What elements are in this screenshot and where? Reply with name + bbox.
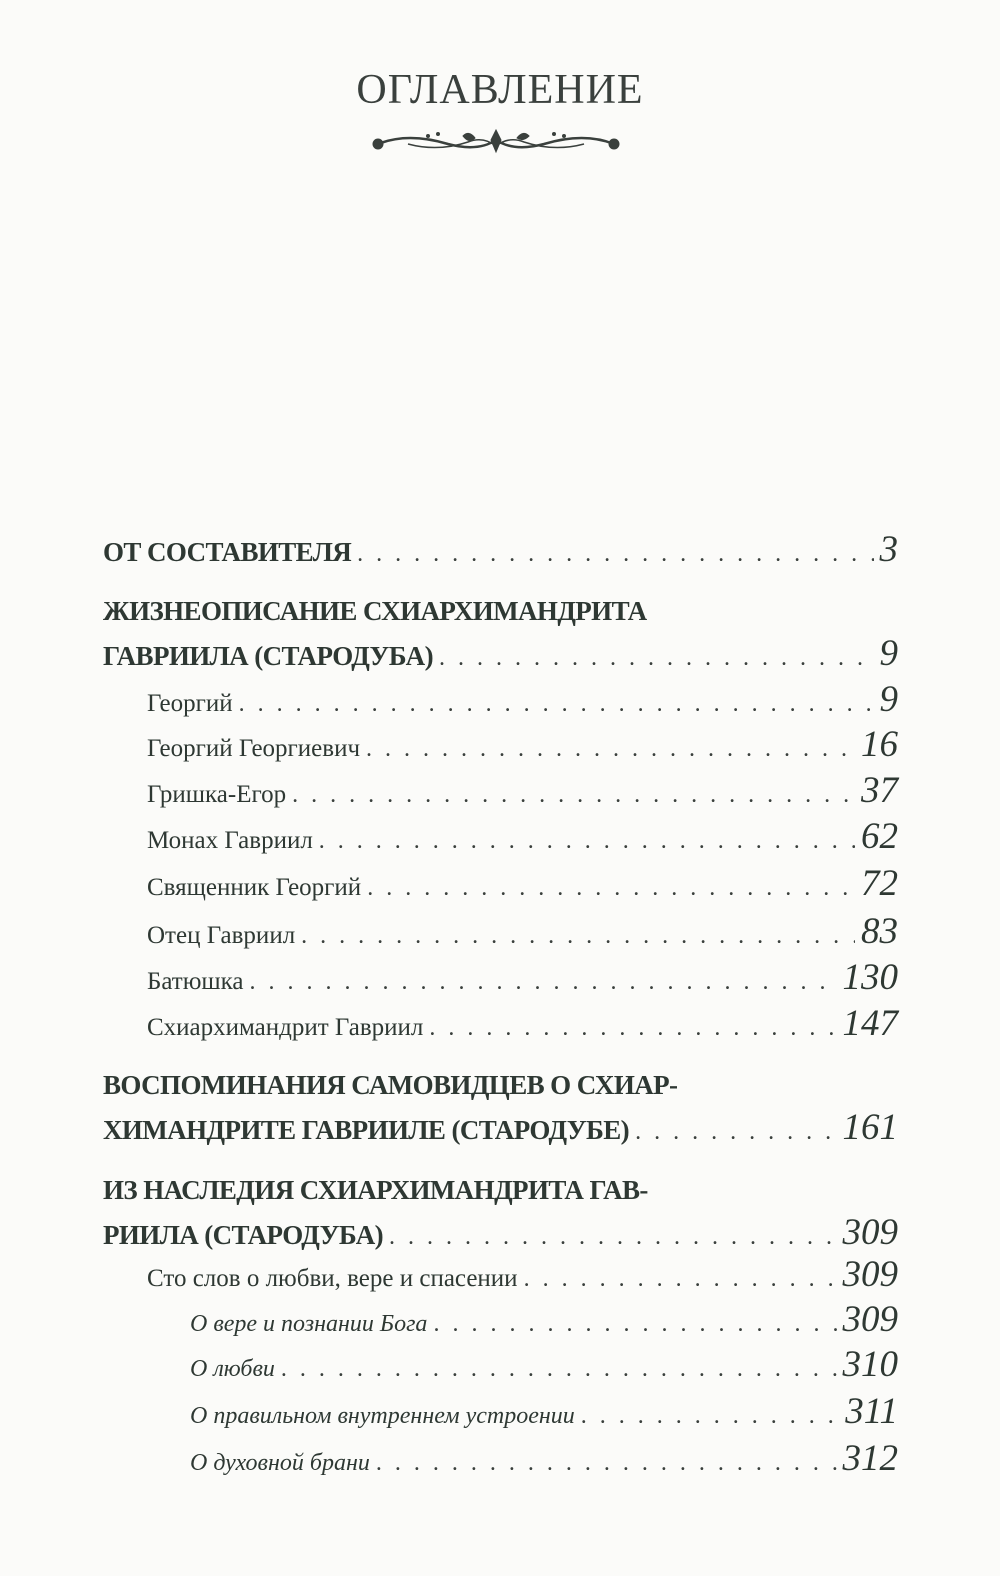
leader-dots: . . . . . . . . . . . . . . . . . . . . … bbox=[318, 828, 855, 854]
toc-page-number: 310 bbox=[842, 1344, 899, 1385]
toc-entry[interactable]: ОТ СОСТАВИТЕЛЯ. . . . . . . . . . . . . … bbox=[0, 528, 1000, 570]
toc-entry-title: ОТ СОСТАВИТЕЛЯ bbox=[103, 537, 352, 567]
toc-page-number: 9 bbox=[879, 679, 899, 720]
toc-entry-line: ВОСПОМИНАНИЯ САМОВИДЦЕВ О СХИАР- bbox=[0, 1070, 1000, 1106]
toc-entry-line: Георгий Георгиевич. . . . . . . . . . . … bbox=[0, 723, 1000, 766]
toc-entry-title: Монах Гавриил bbox=[147, 827, 313, 854]
toc-entry[interactable]: О правильном внутреннем устроении. . . .… bbox=[0, 1390, 1000, 1433]
toc-entry-title: ИЗ НАСЛЕДИЯ СХИАРХИМАНДРИТА ГАВ- bbox=[103, 1175, 648, 1205]
toc-entry[interactable]: Георгий Георгиевич. . . . . . . . . . . … bbox=[0, 723, 1000, 766]
toc-entry-line: О правильном внутреннем устроении. . . .… bbox=[0, 1390, 1000, 1433]
leader-dots: . . . . . . . . . . . . . . . . . . . . … bbox=[389, 1224, 836, 1250]
leader-dots: . . . . . . . . . . . . . . . . . . . . … bbox=[366, 736, 855, 762]
toc-entry[interactable]: Батюшка. . . . . . . . . . . . . . . . .… bbox=[0, 956, 1000, 999]
leader-dots: . . . . . . . . . . . . . . . . . . . . … bbox=[367, 875, 855, 901]
toc-entry[interactable]: Георгий. . . . . . . . . . . . . . . . .… bbox=[0, 678, 1000, 721]
toc-entry[interactable]: Священник Георгий. . . . . . . . . . . .… bbox=[0, 862, 1000, 905]
toc-entry-title: РИИЛА (СТАРОДУБА) bbox=[103, 1220, 384, 1250]
toc-entry-title: Схиархимандрит Гавриил bbox=[147, 1014, 424, 1041]
toc-entry-title: О духовной брани bbox=[190, 1450, 370, 1476]
page-title: ОГЛАВЛЕНИЕ bbox=[356, 67, 644, 113]
toc-page-number: 3 bbox=[879, 529, 899, 570]
toc-entry[interactable]: ЖИЗНЕОПИСАНИЕ СХИАРХИМАНДРИТА ГАВРИИЛА (С… bbox=[0, 596, 1000, 674]
toc-page-number: 147 bbox=[842, 1003, 899, 1044]
leader-dots: . . . . . . . . . . . . . . . . . . . . … bbox=[433, 1311, 836, 1337]
toc-entry-line: О духовной брани. . . . . . . . . . . . … bbox=[0, 1437, 1000, 1480]
toc-page-number: 37 bbox=[861, 770, 898, 811]
toc-page-number: 83 bbox=[861, 911, 898, 952]
toc-page-number: 312 bbox=[842, 1438, 899, 1479]
toc-page-number: 62 bbox=[861, 816, 898, 857]
toc-entry-line: Монах Гавриил. . . . . . . . . . . . . .… bbox=[0, 815, 1000, 858]
toc-entry-line: О вере и познании Бога. . . . . . . . . … bbox=[0, 1298, 1000, 1341]
toc-entry[interactable]: О вере и познании Бога. . . . . . . . . … bbox=[0, 1298, 1000, 1341]
toc-entry-title: О вере и познании Бога bbox=[190, 1311, 428, 1337]
leader-dots: . . . . . . . . . . . . . . . . . . . . … bbox=[301, 923, 855, 949]
leader-dots: . . . . . . . . . . . . . . . . . . . . … bbox=[429, 1015, 836, 1041]
toc-entry-title: ВОСПОМИНАНИЯ САМОВИДЦЕВ О СХИАР- bbox=[103, 1070, 678, 1100]
toc-entry-title: Георгий bbox=[147, 690, 233, 717]
leader-dots: . . . . . . . . . . . . . . . . . . . . … bbox=[375, 1450, 837, 1476]
toc-entry[interactable]: Монах Гавриил. . . . . . . . . . . . . .… bbox=[0, 815, 1000, 858]
toc-entry[interactable]: ИЗ НАСЛЕДИЯ СХИАРХИМАНДРИТА ГАВ- РИИЛА (С… bbox=[0, 1175, 1000, 1253]
leader-dots: . . . . . . . . . . . . . . . . . . . . … bbox=[438, 645, 874, 671]
toc-entry-title: Священник Георгий bbox=[147, 874, 362, 901]
toc-entry-title: Гришка-Егор bbox=[147, 781, 287, 808]
toc-page-number: 311 bbox=[845, 1391, 898, 1432]
toc-entry[interactable]: Сто слов о любви, вере и спасении. . . .… bbox=[0, 1253, 1000, 1296]
toc-entry-line: Георгий. . . . . . . . . . . . . . . . .… bbox=[0, 678, 1000, 721]
toc-entry-line: Гришка-Егор. . . . . . . . . . . . . . .… bbox=[0, 769, 1000, 812]
toc-entry-line: ИЗ НАСЛЕДИЯ СХИАРХИМАНДРИТА ГАВ- bbox=[0, 1175, 1000, 1211]
leader-dots: . . . . . . . . . . . . . . . . . . . . … bbox=[292, 782, 855, 808]
toc-entry-line: ГАВРИИЛА (СТАРОДУБА). . . . . . . . . . … bbox=[0, 632, 1000, 674]
leader-dots: . . . . . . . . . . . . . . . . . . . . … bbox=[523, 1266, 837, 1292]
toc-entry-line: Схиархимандрит Гавриил. . . . . . . . . … bbox=[0, 1002, 1000, 1045]
leader-dots: . . . . . . . . . . . . . . . . . . . . … bbox=[249, 969, 837, 995]
toc-page-number: 161 bbox=[842, 1107, 899, 1148]
toc-entry[interactable]: Гришка-Егор. . . . . . . . . . . . . . .… bbox=[0, 769, 1000, 812]
toc-entry-title: Батюшка bbox=[147, 968, 244, 995]
toc-entry-line: ОТ СОСТАВИТЕЛЯ. . . . . . . . . . . . . … bbox=[0, 528, 1000, 570]
leader-dots: . . . . . . . . . . . . . . . . . . . . … bbox=[238, 691, 874, 717]
decorative-ornament-icon bbox=[372, 128, 620, 154]
toc-entry-title: ЖИЗНЕОПИСАНИЕ СХИАРХИМАНДРИТА bbox=[103, 596, 647, 626]
toc-entry-title: Отец Гавриил bbox=[147, 922, 296, 949]
toc-entry-line: Отец Гавриил. . . . . . . . . . . . . . … bbox=[0, 910, 1000, 953]
leader-dots: . . . . . . . . . . . . . . . . . . . . … bbox=[280, 1356, 837, 1382]
toc-entry[interactable]: О духовной брани. . . . . . . . . . . . … bbox=[0, 1437, 1000, 1480]
toc-page-number: 309 bbox=[842, 1299, 899, 1340]
toc-entry[interactable]: Отец Гавриил. . . . . . . . . . . . . . … bbox=[0, 910, 1000, 953]
toc-entry-title: Георгий Георгиевич bbox=[147, 735, 361, 762]
toc-entry-line: Батюшка. . . . . . . . . . . . . . . . .… bbox=[0, 956, 1000, 999]
toc-page-number: 309 bbox=[842, 1212, 899, 1253]
leader-dots: . . . . . . . . . . . . . . . . . . . . … bbox=[580, 1403, 839, 1429]
toc-page-number: 9 bbox=[879, 633, 899, 674]
toc-page-number: 309 bbox=[842, 1254, 899, 1295]
toc-entry-title: О любви bbox=[190, 1356, 275, 1382]
toc-page-number: 130 bbox=[842, 957, 899, 998]
toc-entry[interactable]: Схиархимандрит Гавриил. . . . . . . . . … bbox=[0, 1002, 1000, 1045]
toc-entry-line: ЖИЗНЕОПИСАНИЕ СХИАРХИМАНДРИТА bbox=[0, 596, 1000, 632]
leader-dots: . . . . . . . . . . . . . . . . . . . . … bbox=[635, 1119, 836, 1145]
toc-entry-title: ГАВРИИЛА (СТАРОДУБА) bbox=[103, 641, 434, 671]
toc-entry-line: О любви. . . . . . . . . . . . . . . . .… bbox=[0, 1343, 1000, 1386]
toc-entry[interactable]: О любви. . . . . . . . . . . . . . . . .… bbox=[0, 1343, 1000, 1386]
toc-entry-line: РИИЛА (СТАРОДУБА). . . . . . . . . . . .… bbox=[0, 1211, 1000, 1253]
toc-entry-line: Сто слов о любви, вере и спасении. . . .… bbox=[0, 1253, 1000, 1296]
toc-page-number: 16 bbox=[861, 724, 898, 765]
toc-entry-line: ХИМАНДРИТЕ ГАВРИИЛЕ (СТАРОДУБЕ). . . . .… bbox=[0, 1106, 1000, 1148]
toc-entry-title: ХИМАНДРИТЕ ГАВРИИЛЕ (СТАРОДУБЕ) bbox=[103, 1115, 630, 1145]
toc-entry-line: Священник Георгий. . . . . . . . . . . .… bbox=[0, 862, 1000, 905]
toc-entry-title: Сто слов о любви, вере и спасении bbox=[147, 1265, 518, 1292]
leader-dots: . . . . . . . . . . . . . . . . . . . . … bbox=[357, 541, 873, 567]
toc-entry-title: О правильном внутреннем устроении bbox=[190, 1403, 575, 1429]
toc-page-number: 72 bbox=[861, 863, 898, 904]
toc-entry[interactable]: ВОСПОМИНАНИЯ САМОВИДЦЕВ О СХИАР- ХИМАНДРИ… bbox=[0, 1070, 1000, 1148]
